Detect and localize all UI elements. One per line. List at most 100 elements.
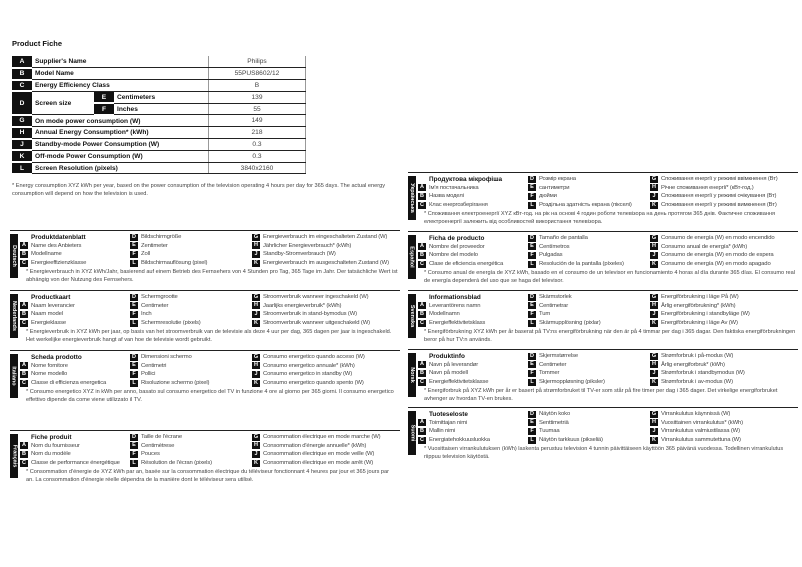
field-label: Naam leverancier — [31, 302, 75, 309]
field-row: D Dimensioni schermo — [130, 353, 209, 362]
field-row: D Skärmstorlek — [528, 293, 601, 302]
letter-badge: C — [418, 436, 426, 444]
field-label: Energieffektivitetsklasse — [429, 379, 489, 386]
fiche-row: G On mode power consumption (W) 149 — [12, 114, 306, 128]
language-section-3: Français Fiche produit A Nom du fournisseur… — [10, 430, 400, 488]
field-label: Nome fornitore — [31, 362, 68, 369]
field-row: Produktdatenblatt — [20, 233, 86, 242]
field-row: Scheda prodotto — [20, 353, 106, 362]
field-row: D Розмір екрана — [528, 175, 632, 184]
letter-badge: K — [252, 459, 260, 467]
letter-badge: F — [130, 250, 138, 258]
field-label: Consumo energetico quando spento (W) — [263, 380, 364, 387]
field-row: Fiche produit — [20, 433, 120, 442]
letter-badge: D — [528, 293, 536, 301]
field-column: G Virrankulutus käynnissä (W) H Vuosittaine… — [650, 410, 743, 444]
letter-badge: E — [528, 419, 536, 427]
field-row: F Pulgadas — [528, 251, 624, 260]
letter-badge: A — [20, 362, 28, 370]
letter-badge: J — [252, 370, 260, 378]
field-label: Dimensioni schermo — [141, 354, 192, 361]
field-row: F Zoll — [130, 250, 207, 259]
letter-badge: H — [650, 243, 658, 251]
section-footnote: * Consumo energetico XYZ in kWh per anno… — [26, 389, 394, 404]
field-row: G Consommation électrique en mode marche … — [252, 433, 381, 442]
field-label: Energiförbrukning i läge På (W) — [661, 294, 739, 301]
field-row: K Stroomverbruik wanneer uitgeschakeld (W… — [252, 319, 370, 328]
field-label: Consumo anual de energía* (kWh) — [661, 243, 748, 250]
letter-badge: H — [252, 242, 260, 250]
field-row: A Toimittajan nimi — [418, 419, 490, 428]
field-row: E Centimètrese — [130, 442, 212, 451]
field-label: Jaarlijks energieverbruik* (kWh) — [263, 302, 342, 309]
fiche-row: L Screen Resolution (pixels) 3840x2160 — [12, 162, 306, 175]
field-row: E Centimetri — [130, 362, 209, 371]
field-row: B Navn på modell — [418, 369, 488, 378]
row-value: B — [208, 79, 306, 92]
letter-badge: J — [650, 310, 658, 318]
letter-badge: E — [130, 242, 138, 250]
field-label: Centimeter — [539, 361, 567, 368]
field-column: Produktinfo A Navn på leverandør B Navn på m… — [418, 352, 488, 386]
letter-badge: C — [20, 259, 28, 267]
section-footnote: * Energiforbruk på XYZ kWh per år er bas… — [424, 388, 778, 403]
field-label: Årlig energiforbruk* (kWh) — [661, 361, 725, 368]
letter-badge: A — [418, 302, 426, 310]
field-label: Споживання енергії у режимі очікування (… — [661, 193, 777, 200]
language-section-5: Español Ficha de producto A Nombre del prov… — [408, 231, 798, 289]
field-row: H Jaarlijks energieverbruik* (kWh) — [252, 302, 370, 311]
letter-badge: A — [418, 361, 426, 369]
letter-badge: B — [418, 369, 426, 377]
field-row: A Nom du fournisseur — [20, 442, 120, 451]
field-row: Продуктова мікрофіша — [418, 175, 502, 184]
field-label: Centimetri — [141, 362, 167, 369]
field-row: K Energieverbrauch im ausgeschalteten Zus… — [252, 259, 389, 268]
letter-badge: E — [130, 442, 138, 450]
field-row: K Споживання енергії у режимі вимкнення (… — [650, 201, 778, 210]
letter-badge: L — [528, 201, 536, 209]
row-value: 149 — [208, 114, 306, 128]
section-title: Tuoteseloste — [429, 410, 468, 418]
field-row: K Consumo de energía (W) en modo apagado — [650, 260, 775, 269]
letter-badge: L — [130, 379, 138, 387]
field-label: Toimittajan nimi — [429, 419, 468, 426]
section-footnote: * Consommation d'énergie de XYZ kWh par … — [26, 469, 389, 484]
field-column: D Schermgrootte E Centimeter F Inch L Schermres… — [130, 293, 201, 327]
field-column: Ficha de producto A Nombre del proveedor B N… — [418, 234, 503, 268]
field-column: G Stroomverbruik wanneer ingeschakeld (W)… — [252, 293, 370, 327]
field-row: Tuoteseloste — [418, 410, 490, 419]
language-name: Français — [11, 444, 17, 468]
letter-badge: B — [418, 310, 426, 318]
letter-badge: C — [20, 379, 28, 387]
field-column: Produktdatenblatt A Name des Anbieters B Mod… — [20, 233, 86, 267]
field-label: Centimètrese — [141, 442, 175, 449]
row-letter: E — [94, 91, 114, 105]
field-row: A Leverantörens namn — [418, 302, 485, 311]
field-row: J Consumo energetico in standby (W) — [252, 370, 365, 379]
field-row: G Stroomverbruik wanneer ingeschakeld (W) — [252, 293, 370, 302]
letter-badge: E — [528, 184, 536, 192]
row-label: On mode power consumption (W) — [32, 114, 209, 128]
letter-badge: G — [252, 433, 260, 441]
field-label: Navn på leverandør — [429, 361, 479, 368]
letter-badge: D — [528, 352, 536, 360]
fiche-row: F Inches 55 — [12, 103, 306, 116]
language-section-4: Українська Продуктова мікрофіша A Ім'я пост… — [408, 172, 798, 230]
field-label: Consommation d'énergie annuelle* (kWh) — [263, 442, 367, 449]
field-label: Schermresolutie (pixels) — [141, 320, 201, 327]
letter-badge: H — [252, 362, 260, 370]
section-title: Fiche produit — [31, 433, 72, 441]
field-label: Consumo de energía (W) en modo apagado — [661, 261, 771, 268]
letter-badge: A — [418, 419, 426, 427]
field-row: J Споживання енергії у режимі очікування … — [650, 192, 778, 201]
field-row: H Consumo energetico annuale* (kWh) — [252, 362, 365, 371]
letter-badge: H — [252, 302, 260, 310]
field-row: F Pouces — [130, 450, 212, 459]
field-row: E Senttimetriä — [528, 419, 603, 428]
field-label: Роздільна здатність екрана (пікселі) — [539, 202, 632, 209]
field-row: G Consumo de energía (W) en modo encendid… — [650, 234, 775, 243]
field-column: D Taille de l'écrane E Centimètrese F Pouces L… — [130, 433, 212, 467]
letter-badge: K — [650, 436, 658, 444]
